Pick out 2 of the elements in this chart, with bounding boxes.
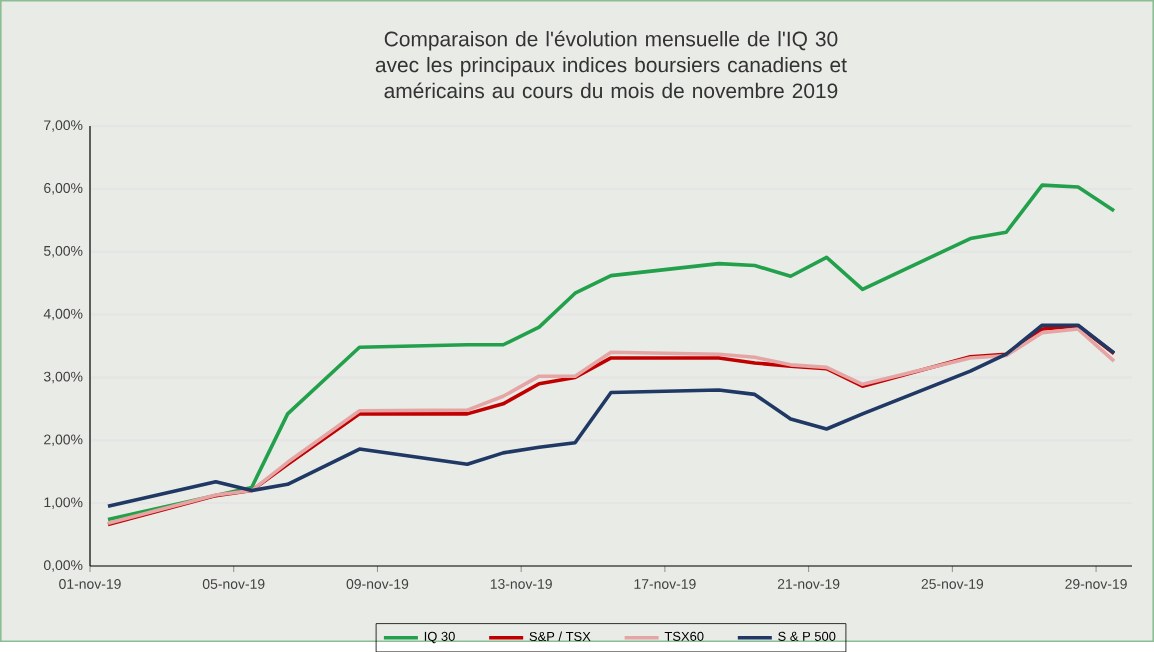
line-series bbox=[106, 183, 1116, 522]
chart-title: Comparaison de l'évolution mensuelle de l'IQ 30 avec les principaux indices boursiers canadiens et américains au cours du mois de novembre 2019 bbox=[375, 30, 847, 99]
